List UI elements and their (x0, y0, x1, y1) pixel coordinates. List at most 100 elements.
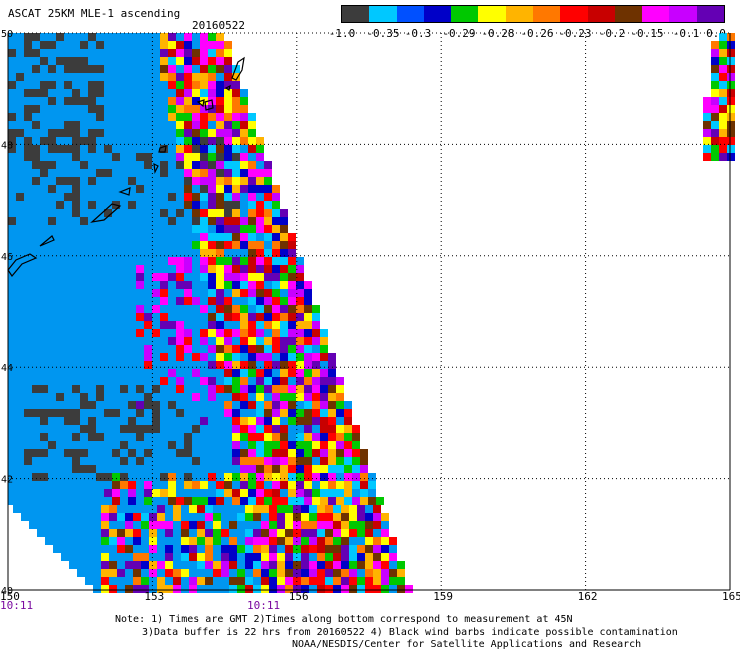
swath-cell (8, 49, 16, 57)
swath-cell (229, 553, 237, 561)
swath-cell (64, 233, 72, 241)
swath-cell (173, 577, 181, 585)
swath-cell (208, 473, 216, 481)
swath-cell (152, 425, 160, 433)
swath-cell (152, 209, 160, 217)
swath-cell (32, 137, 40, 145)
latitude-label: 42 (1, 475, 13, 486)
swath-cell (61, 513, 69, 521)
swath-cell (136, 193, 144, 201)
swath-cell (32, 345, 40, 353)
swath-cell (144, 281, 152, 289)
swath-cell (200, 257, 208, 265)
swath-cell (224, 233, 232, 241)
swath-cell (136, 73, 144, 81)
swath-cell (32, 465, 40, 473)
swath-cell (352, 497, 360, 505)
swath-cell (117, 529, 125, 537)
swath-cell (40, 449, 48, 457)
swath-cell (245, 513, 253, 521)
swath-cell (88, 473, 96, 481)
swath-cell (221, 585, 229, 593)
swath-cell (336, 489, 344, 497)
swath-cell (288, 321, 296, 329)
swath-cell (381, 537, 389, 545)
swath-cell (232, 233, 240, 241)
swath-cell (112, 145, 120, 153)
swath-cell (168, 41, 176, 49)
swath-cell (285, 585, 293, 593)
swath-cell (48, 97, 56, 105)
swath-cell (152, 377, 160, 385)
swath-cell (256, 233, 264, 241)
swath-cell (40, 201, 48, 209)
swath-cell (176, 129, 184, 137)
swath-cell (104, 481, 112, 489)
swath-cell (24, 233, 32, 241)
swath-cell (32, 297, 40, 305)
swath-cell (312, 353, 320, 361)
swath-cell (301, 513, 309, 521)
swath-cell (264, 177, 272, 185)
swath-cell (317, 513, 325, 521)
swath-cell (277, 561, 285, 569)
swath-cell (288, 265, 296, 273)
swath-cell (120, 457, 128, 465)
swath-cell (8, 201, 16, 209)
swath-cell (48, 313, 56, 321)
swath-cell (160, 433, 168, 441)
swath-cell (256, 313, 264, 321)
swath-cell (160, 233, 168, 241)
swath-cell (296, 457, 304, 465)
swath-cell (136, 329, 144, 337)
swath-cell (333, 585, 341, 593)
swath-cell (112, 273, 120, 281)
swath-cell (213, 569, 221, 577)
swath-cell (253, 569, 261, 577)
swath-cell (160, 89, 168, 97)
swath-cell (112, 177, 120, 185)
swath-cell (128, 97, 136, 105)
swath-cell (144, 385, 152, 393)
swath-cell (24, 249, 32, 257)
swath-cell (96, 121, 104, 129)
swath-cell (216, 441, 224, 449)
swath-cell (213, 585, 221, 593)
swath-cell (280, 433, 288, 441)
swath-cell (272, 241, 280, 249)
swath-cell (264, 169, 272, 177)
swath-cell (304, 297, 312, 305)
swath-cell (320, 441, 328, 449)
swath-cell (216, 81, 224, 89)
swath-cell (192, 385, 200, 393)
swath-cell (272, 249, 280, 257)
swath-cell (336, 473, 344, 481)
swath-cell (208, 241, 216, 249)
swath-cell (184, 161, 192, 169)
swath-cell (312, 409, 320, 417)
swath-cell (280, 457, 288, 465)
swath-cell (53, 513, 61, 521)
swath-cell (184, 33, 192, 41)
swath-cell (101, 513, 109, 521)
swath-cell (229, 505, 237, 513)
swath-cell (32, 393, 40, 401)
swath-cell (48, 57, 56, 65)
swath-cell (261, 585, 269, 593)
swath-cell (165, 569, 173, 577)
swath-cell (64, 65, 72, 73)
swath-cell (8, 393, 16, 401)
swath-cell (232, 393, 240, 401)
swath-cell (352, 465, 360, 473)
swath-cell (288, 353, 296, 361)
swath-cell (325, 545, 333, 553)
swath-cell (32, 249, 40, 257)
swath-cell (8, 217, 16, 225)
latitude-label: 50 (1, 29, 13, 40)
swath-cell (229, 537, 237, 545)
swath-cell (24, 65, 32, 73)
swath-cell (272, 457, 280, 465)
swath-cell (285, 537, 293, 545)
swath-cell (144, 321, 152, 329)
swath-cell (200, 353, 208, 361)
